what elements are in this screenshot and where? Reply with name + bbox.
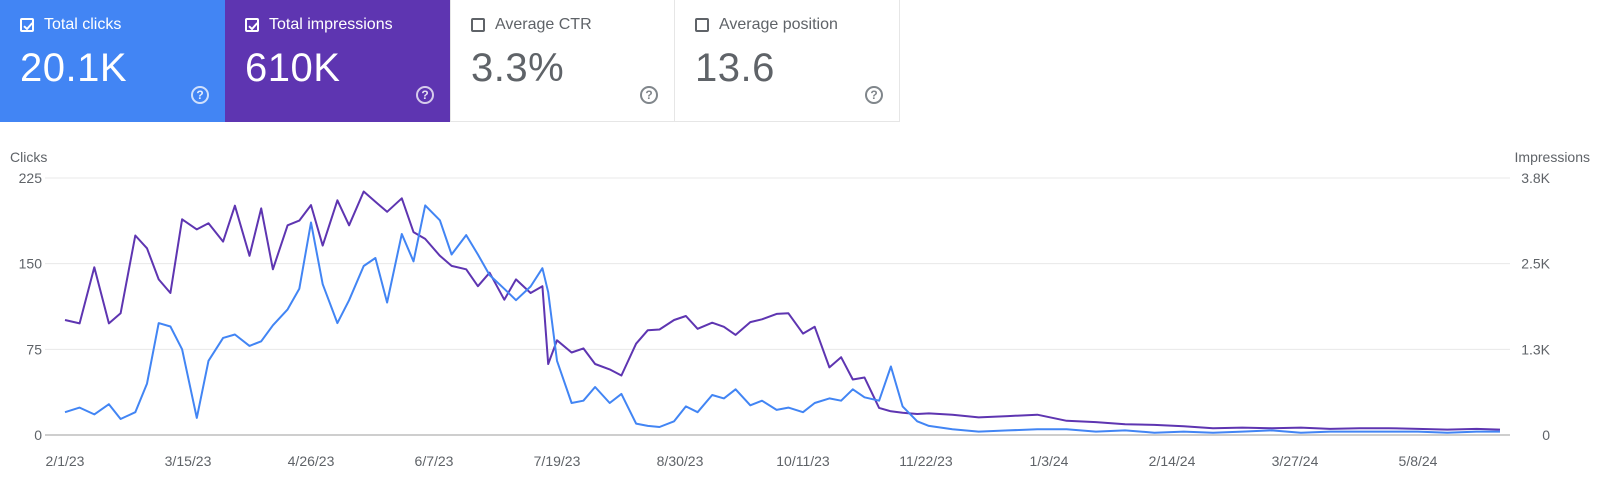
average-ctr-card[interactable]: Average CTR 3.3% ? bbox=[450, 0, 675, 122]
x-tick-label: 2/14/24 bbox=[1149, 453, 1196, 469]
left-tick-label: 150 bbox=[19, 256, 43, 272]
card-label: Total impressions bbox=[269, 16, 393, 33]
x-tick-label: 6/7/23 bbox=[415, 453, 454, 469]
checkbox-unchecked-icon[interactable] bbox=[471, 18, 485, 32]
card-value: 13.6 bbox=[695, 46, 775, 90]
total-impressions-card[interactable]: Total impressions 610K ? bbox=[225, 0, 450, 122]
left-tick-label: 225 bbox=[19, 170, 43, 186]
right-tick-label: 2.5K bbox=[1521, 256, 1550, 272]
right-tick-label: 3.8K bbox=[1521, 170, 1550, 186]
x-tick-label: 10/11/23 bbox=[776, 453, 830, 469]
x-tick-label: 3/27/24 bbox=[1272, 453, 1319, 469]
metric-cards: Total clicks 20.1K ? Total impressions 6… bbox=[0, 0, 900, 122]
x-tick-label: 4/26/23 bbox=[288, 453, 335, 469]
right-tick-label: 1.3K bbox=[1521, 341, 1550, 357]
average-position-card[interactable]: Average position 13.6 ? bbox=[675, 0, 900, 122]
help-icon[interactable]: ? bbox=[191, 86, 209, 104]
card-label: Average CTR bbox=[495, 16, 592, 33]
left-axis-title: Clicks bbox=[10, 149, 47, 165]
checkbox-unchecked-icon[interactable] bbox=[695, 18, 709, 32]
help-icon[interactable]: ? bbox=[416, 86, 434, 104]
x-tick-label: 3/15/23 bbox=[165, 453, 212, 469]
card-label: Total clicks bbox=[44, 16, 122, 33]
card-value: 20.1K bbox=[20, 46, 128, 90]
help-icon[interactable]: ? bbox=[640, 86, 658, 104]
x-tick-label: 5/8/24 bbox=[1399, 453, 1438, 469]
performance-chart: Clicks Impressions 225 3.8K 150 2.5K 75 1.3K 0… bbox=[10, 149, 1590, 469]
x-tick-label: 11/22/23 bbox=[899, 453, 953, 469]
card-value: 610K bbox=[245, 46, 341, 90]
x-tick-label: 7/19/23 bbox=[534, 453, 581, 469]
left-tick-label: 75 bbox=[26, 341, 42, 357]
right-tick-label: 0 bbox=[1542, 427, 1550, 443]
right-axis-title: Impressions bbox=[1515, 149, 1590, 165]
checkbox-checked-icon[interactable] bbox=[20, 18, 34, 32]
x-tick-label: 8/30/23 bbox=[657, 453, 704, 469]
clicks-series-line bbox=[64, 204, 1500, 434]
impressions-series-line bbox=[64, 190, 1501, 431]
x-tick-label: 1/3/24 bbox=[1030, 453, 1069, 469]
card-label: Average position bbox=[719, 16, 838, 33]
checkbox-checked-icon[interactable] bbox=[245, 18, 259, 32]
gridlines bbox=[45, 177, 1510, 436]
left-tick-label: 0 bbox=[34, 427, 42, 443]
help-icon[interactable]: ? bbox=[865, 86, 883, 104]
card-value: 3.3% bbox=[471, 46, 565, 90]
series-lines bbox=[64, 190, 1501, 434]
x-tick-label: 2/1/23 bbox=[46, 453, 85, 469]
total-clicks-card[interactable]: Total clicks 20.1K ? bbox=[0, 0, 225, 122]
